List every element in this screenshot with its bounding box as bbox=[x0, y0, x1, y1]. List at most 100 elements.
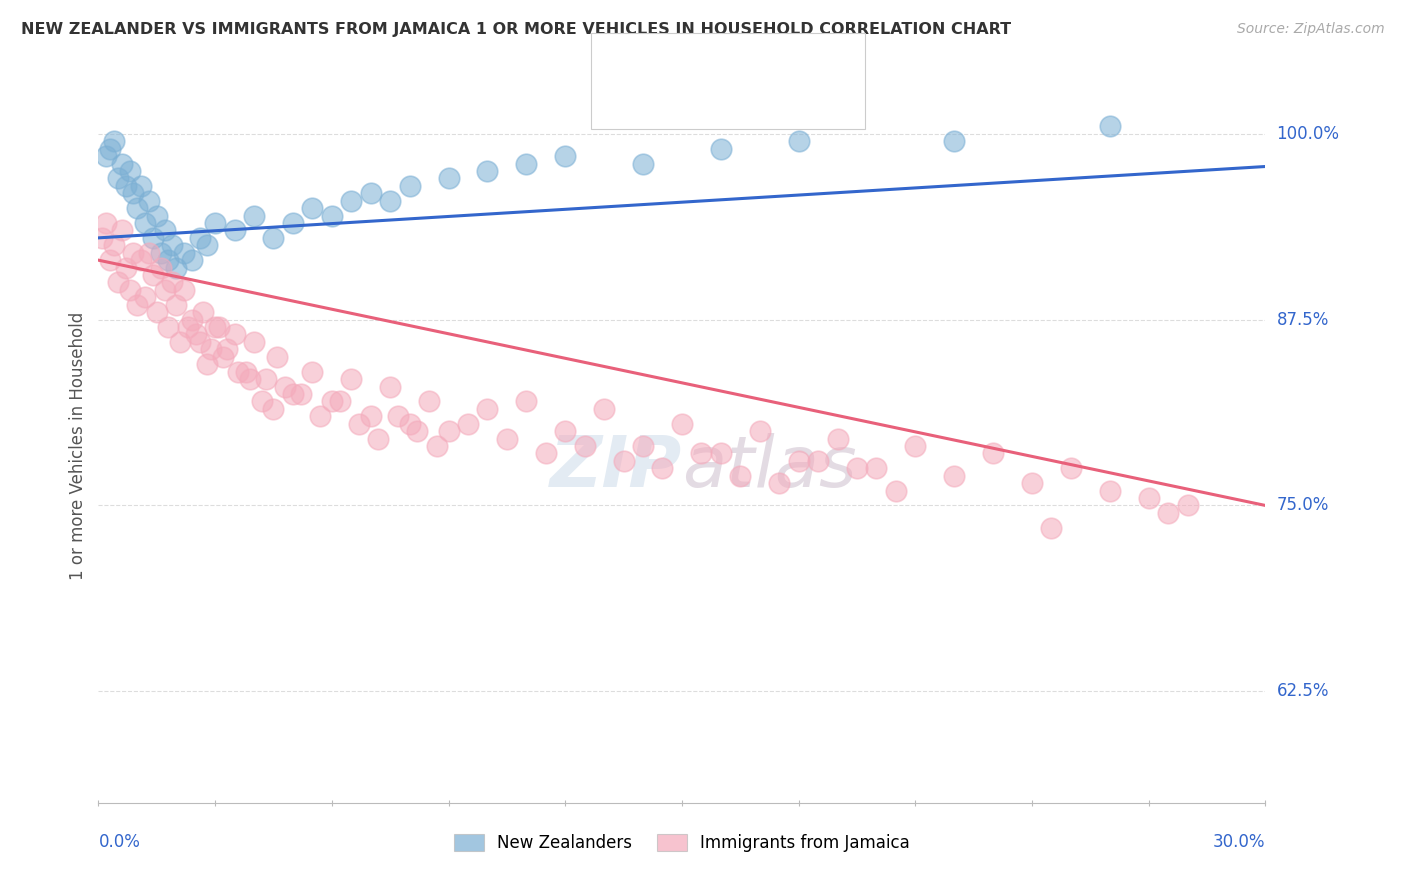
Point bbox=[593, 401, 616, 416]
Point bbox=[309, 409, 332, 424]
Point bbox=[807, 454, 830, 468]
Text: -0.288: -0.288 bbox=[686, 101, 751, 119]
Point bbox=[301, 365, 323, 379]
Point bbox=[884, 483, 907, 498]
Point bbox=[457, 417, 479, 431]
Legend: New Zealanders, Immigrants from Jamaica: New Zealanders, Immigrants from Jamaica bbox=[447, 827, 917, 859]
Point bbox=[360, 186, 382, 201]
Point bbox=[157, 320, 180, 334]
Text: NEW ZEALANDER VS IMMIGRANTS FROM JAMAICA 1 OR MORE VEHICLES IN HOUSEHOLD CORRELA: NEW ZEALANDER VS IMMIGRANTS FROM JAMAICA… bbox=[21, 22, 1011, 37]
Point bbox=[96, 216, 118, 230]
Text: 62.5%: 62.5% bbox=[1277, 682, 1329, 700]
Text: 30.0%: 30.0% bbox=[1213, 833, 1265, 851]
Point bbox=[165, 260, 187, 275]
Point bbox=[165, 298, 187, 312]
Point bbox=[398, 417, 420, 431]
Point bbox=[134, 290, 156, 304]
Point bbox=[188, 231, 211, 245]
Point bbox=[367, 432, 389, 446]
Point bbox=[710, 142, 733, 156]
Point bbox=[96, 149, 118, 163]
Point bbox=[138, 245, 160, 260]
Point bbox=[515, 394, 537, 409]
Point bbox=[180, 253, 202, 268]
Point bbox=[418, 394, 440, 409]
Point bbox=[281, 387, 304, 401]
Point bbox=[1157, 506, 1180, 520]
Point bbox=[380, 194, 402, 208]
Point bbox=[554, 149, 576, 163]
Point bbox=[574, 439, 596, 453]
Point bbox=[827, 432, 849, 446]
Point bbox=[1040, 521, 1063, 535]
Point bbox=[193, 305, 215, 319]
Point bbox=[554, 424, 576, 438]
Point bbox=[107, 171, 129, 186]
Point bbox=[631, 439, 654, 453]
Point bbox=[111, 156, 134, 170]
Point bbox=[177, 320, 200, 334]
Point bbox=[787, 134, 810, 148]
Point bbox=[228, 365, 250, 379]
Point bbox=[122, 186, 145, 201]
Point bbox=[347, 417, 370, 431]
Point bbox=[224, 327, 246, 342]
Point bbox=[162, 276, 184, 290]
Text: 87.5%: 87.5% bbox=[1277, 310, 1329, 328]
Point bbox=[612, 454, 634, 468]
Point bbox=[477, 401, 499, 416]
Point bbox=[118, 164, 141, 178]
Point bbox=[534, 446, 557, 460]
Text: 43: 43 bbox=[785, 49, 810, 67]
Point bbox=[1137, 491, 1160, 505]
Point bbox=[631, 156, 654, 170]
Point bbox=[149, 245, 172, 260]
Point bbox=[266, 350, 288, 364]
Point bbox=[195, 357, 218, 371]
Point bbox=[387, 409, 409, 424]
Point bbox=[748, 424, 770, 438]
Y-axis label: 1 or more Vehicles in Household: 1 or more Vehicles in Household bbox=[69, 312, 87, 580]
Point bbox=[380, 379, 402, 393]
Point bbox=[340, 372, 363, 386]
Point bbox=[671, 417, 693, 431]
Point bbox=[142, 268, 165, 282]
Point bbox=[845, 461, 868, 475]
Point bbox=[1060, 461, 1083, 475]
Text: atlas: atlas bbox=[682, 433, 856, 502]
Point bbox=[274, 379, 297, 393]
Point bbox=[865, 461, 887, 475]
Point bbox=[98, 142, 121, 156]
Point bbox=[180, 312, 202, 326]
Point bbox=[360, 409, 382, 424]
Text: N =: N = bbox=[738, 49, 778, 67]
Point bbox=[1021, 476, 1043, 491]
Point bbox=[250, 394, 273, 409]
Point bbox=[1177, 499, 1199, 513]
Point bbox=[437, 424, 460, 438]
Point bbox=[188, 334, 211, 349]
Point bbox=[146, 305, 169, 319]
Point bbox=[127, 298, 149, 312]
Point bbox=[153, 283, 176, 297]
Point bbox=[149, 260, 172, 275]
Point bbox=[195, 238, 218, 252]
Point bbox=[129, 178, 152, 193]
Point bbox=[127, 201, 149, 215]
Point bbox=[215, 343, 238, 357]
Point bbox=[107, 276, 129, 290]
Point bbox=[768, 476, 790, 491]
Point bbox=[239, 372, 262, 386]
Point bbox=[157, 253, 180, 268]
Text: 100.0%: 100.0% bbox=[1277, 125, 1340, 143]
Point bbox=[787, 454, 810, 468]
Point bbox=[281, 216, 304, 230]
Text: Source: ZipAtlas.com: Source: ZipAtlas.com bbox=[1237, 22, 1385, 37]
Text: R =: R = bbox=[644, 49, 683, 67]
Text: 93: 93 bbox=[785, 101, 810, 119]
Point bbox=[146, 209, 169, 223]
Text: 0.0%: 0.0% bbox=[98, 833, 141, 851]
Point bbox=[262, 231, 284, 245]
Point bbox=[690, 446, 713, 460]
Text: N =: N = bbox=[738, 101, 778, 119]
